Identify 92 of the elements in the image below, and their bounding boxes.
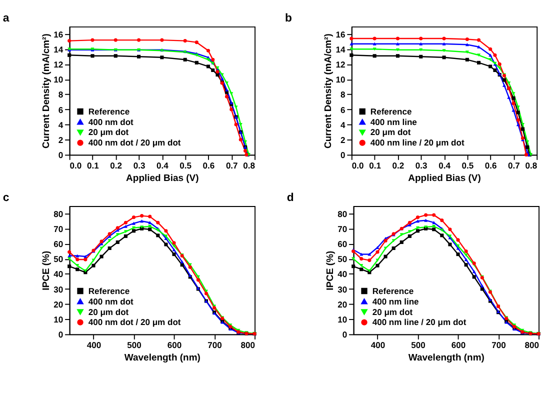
y-tick-label: 10 [338,314,348,324]
y-tick-label: 8 [340,90,346,100]
y-axis-title: IPCE (%) [324,250,336,290]
legend-label: 400 nm dot [88,296,134,306]
y-tick-label: 14 [54,44,64,54]
y-tick-label: 60 [54,239,64,250]
y-tick-label: 14 [336,44,346,54]
x-tick-label: 0.7 [508,160,520,170]
y-tick-label: 2 [340,134,346,145]
x-tick-label: 400 [370,340,386,350]
y-tick-label: 30 [54,284,64,294]
y-tick-label: 70 [338,224,348,234]
y-tick-label: 30 [338,284,348,294]
legend-label: 20 μm dot [372,306,413,317]
y-tick-label: 80 [338,208,348,219]
x-tick-label: 0.5 [180,160,192,170]
y-tick-label: 4 [340,120,346,130]
y-tick-label: 20 [338,299,348,310]
x-axis-title: Applied Bias (V) [126,172,199,184]
x-tick-label: 0.7 [226,160,238,170]
y-tick-label: 2 [58,134,64,145]
x-axis-title: Wavelength (nm) [408,352,484,364]
legend-label: 400 nm line [370,116,418,127]
y-axis-title: Current Density (mA/cm²) [40,34,52,149]
legend-label: Reference [88,286,130,296]
x-tick-label: 500 [411,340,426,350]
y-tick-label: 70 [54,224,64,234]
y-tick-label: 12 [336,60,346,70]
y-tick-label: 50 [338,254,348,264]
chart-title: c [2,192,10,204]
x-tick-label: 0.6 [202,160,215,170]
y-tick-label: 60 [338,239,348,250]
x-tick-label: 400 [86,340,102,350]
x-tick-label: 0.8 [243,160,256,170]
legend-label: 20 μm dot [88,306,129,317]
y-tick-label: 16 [54,29,64,40]
y-tick-label: 10 [54,314,64,324]
y-tick-label: 10 [54,74,64,85]
y-tick-label: 20 [54,299,64,310]
y-tick-label: 4 [58,120,64,130]
legend-label: 20 μm dot [370,127,411,138]
x-tick-label: 0.2 [392,160,404,170]
legend-label: Reference [370,106,412,116]
legend-label: 400 nm dot / 20 μm dot [88,317,181,328]
chart-title: b [284,12,292,25]
y-tick-label: 0 [340,150,346,160]
legend-label: Reference [88,106,130,116]
x-tick-label: 0.3 [133,160,146,170]
y-tick-label: 0 [342,330,348,340]
y-axis-title: Current Density (mA/cm²) [323,34,334,149]
legend-label: 400 nm line / 20 μm dot [370,138,464,148]
chart-title: a [2,12,10,25]
x-tick-label: 600 [167,340,182,350]
y-tick-label: 40 [338,269,348,280]
y-tick-label: 6 [58,104,64,115]
y-tick-label: 16 [336,29,346,40]
y-tick-label: 50 [54,254,64,264]
x-tick-label: 0.4 [156,160,169,170]
x-tick-label: 0.5 [462,160,474,170]
y-tick-label: 0 [58,330,64,340]
legend-label: Reference [372,286,414,296]
y-tick-label: 0 [58,150,64,160]
x-tick-label: 0.1 [87,160,100,170]
legend-label: 400 nm dot [88,116,134,127]
legend-label: 400 nm line / 20 μm dot [372,317,466,328]
x-tick-label: 0.8 [525,160,538,170]
x-axis-title: Applied Bias (V) [408,172,481,184]
x-tick-label: 800 [240,340,256,350]
x-tick-label: 700 [492,340,506,350]
x-tick-label: 800 [524,340,540,350]
x-tick-label: 500 [127,340,142,350]
y-tick-label: 8 [58,90,64,100]
y-axis-title: IPCE (%) [40,250,52,290]
y-tick-label: 6 [340,104,346,115]
x-tick-label: 700 [208,340,222,350]
x-tick-label: 0.2 [110,160,122,170]
x-tick-label: 0.1 [369,160,382,170]
y-tick-label: 12 [54,60,64,70]
legend-label: 20 μm dot [88,127,129,138]
y-tick-label: 80 [54,208,64,219]
x-tick-label: 0.6 [484,160,497,170]
chart-title: d [286,192,294,204]
legend-label: 400 nm dot / 20 μm dot [88,138,181,148]
y-tick-label: 10 [336,74,346,85]
x-axis-title: Wavelength (nm) [124,352,200,364]
legend-label: 400 nm line [372,296,420,306]
x-tick-label: 0.4 [438,160,451,170]
x-tick-label: 0.3 [415,160,428,170]
x-tick-label: 0.0 [352,160,364,170]
x-tick-label: 600 [451,340,466,350]
y-tick-label: 40 [54,269,64,280]
x-tick-label: 0.0 [70,160,82,170]
